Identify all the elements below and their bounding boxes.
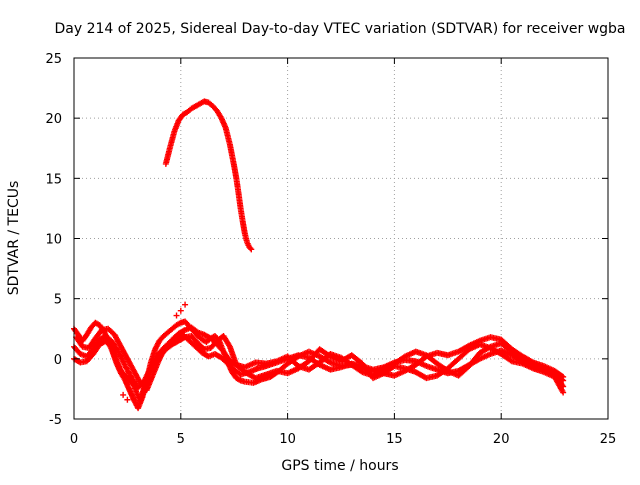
y-tick-label: 15 bbox=[45, 172, 62, 187]
series-group bbox=[71, 332, 567, 406]
y-tick-label: -5 bbox=[49, 413, 62, 428]
y-tick-label: 25 bbox=[45, 52, 62, 67]
x-tick-label: 20 bbox=[493, 432, 510, 447]
series-group bbox=[120, 301, 189, 403]
y-tick-label: 20 bbox=[45, 112, 62, 127]
series-group bbox=[162, 98, 255, 253]
data-point bbox=[120, 391, 127, 398]
data-point bbox=[173, 312, 180, 319]
axis-ticks bbox=[73, 57, 609, 420]
chart-title: Day 214 of 2025, Sidereal Day-to-day VTE… bbox=[54, 21, 625, 37]
y-tick-label: 10 bbox=[45, 233, 62, 248]
data-point bbox=[180, 334, 187, 341]
data-point bbox=[124, 396, 131, 403]
x-tick-label: 10 bbox=[279, 432, 296, 447]
data-point bbox=[560, 389, 567, 396]
tick-labels: 0 5 10 15 20 25 -5 0 5 10 15 20 25 bbox=[45, 52, 616, 447]
x-axis-label: GPS time / hours bbox=[281, 458, 398, 474]
x-tick-label: 0 bbox=[70, 432, 78, 447]
data-point bbox=[248, 246, 255, 253]
data-point bbox=[177, 307, 184, 314]
y-tick-label: 0 bbox=[54, 353, 62, 368]
x-tick-label: 15 bbox=[386, 432, 403, 447]
x-tick-label: 5 bbox=[177, 432, 185, 447]
y-tick-label: 5 bbox=[54, 293, 62, 308]
data-point bbox=[247, 245, 254, 252]
x-tick-label: 25 bbox=[600, 432, 617, 447]
data-point bbox=[182, 301, 189, 308]
data-points bbox=[71, 98, 567, 412]
y-axis-label: SDTVAR / TECUs bbox=[6, 181, 22, 296]
